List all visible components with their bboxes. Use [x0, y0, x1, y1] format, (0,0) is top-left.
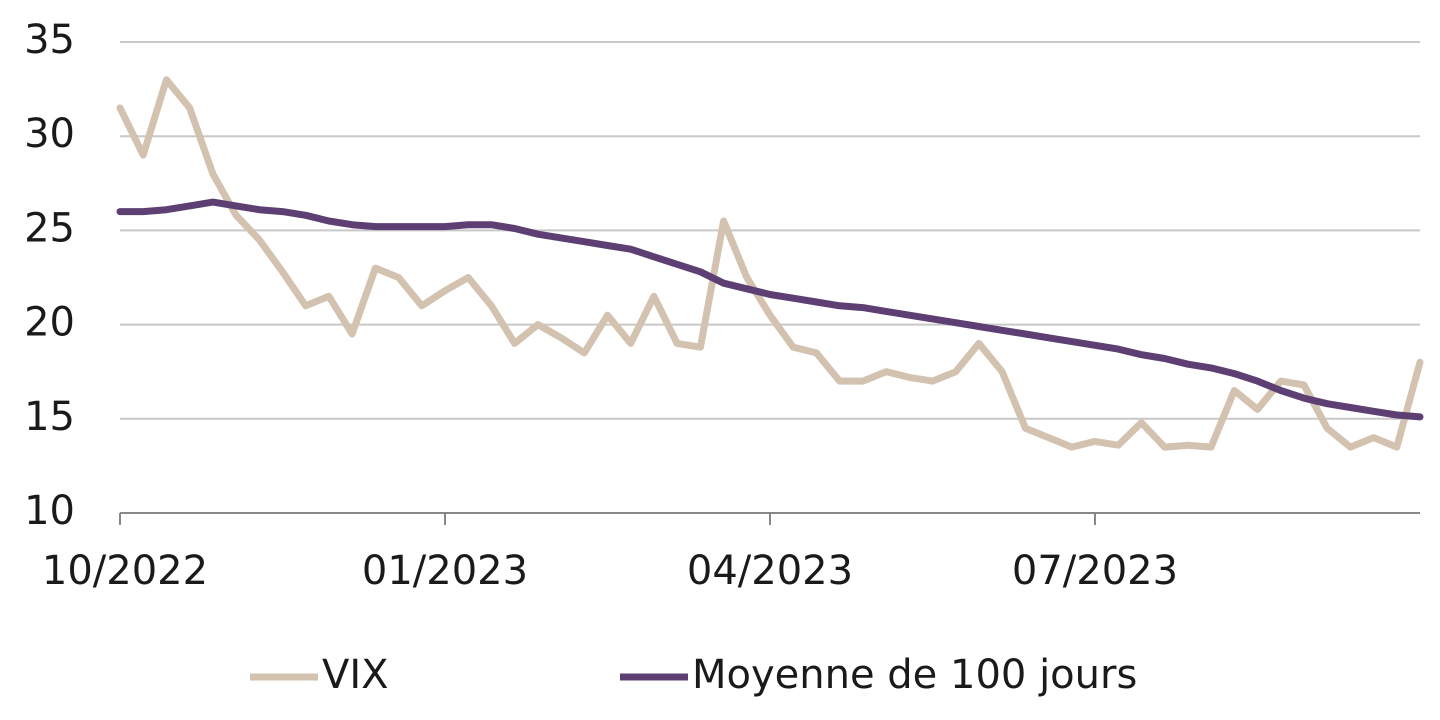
series-line — [116, 76, 1424, 451]
series-line — [116, 198, 1424, 421]
y-tick-label: 20 — [24, 300, 75, 346]
y-tick-label: 10 — [24, 488, 75, 534]
x-tick-label: 01/2023 — [362, 548, 528, 594]
y-tick-label: 30 — [24, 111, 75, 157]
x-tick-label: 10/2022 — [42, 548, 208, 594]
y-tick-label: 25 — [24, 205, 75, 251]
legend-label: Moyenne de 100 jours — [692, 652, 1137, 698]
x-tick-label: 07/2023 — [1012, 548, 1178, 594]
x-tick-label: 04/2023 — [687, 548, 853, 594]
legend-label: VIX — [322, 652, 389, 698]
y-tick-label: 35 — [24, 17, 75, 63]
y-tick-label: 15 — [24, 394, 75, 440]
